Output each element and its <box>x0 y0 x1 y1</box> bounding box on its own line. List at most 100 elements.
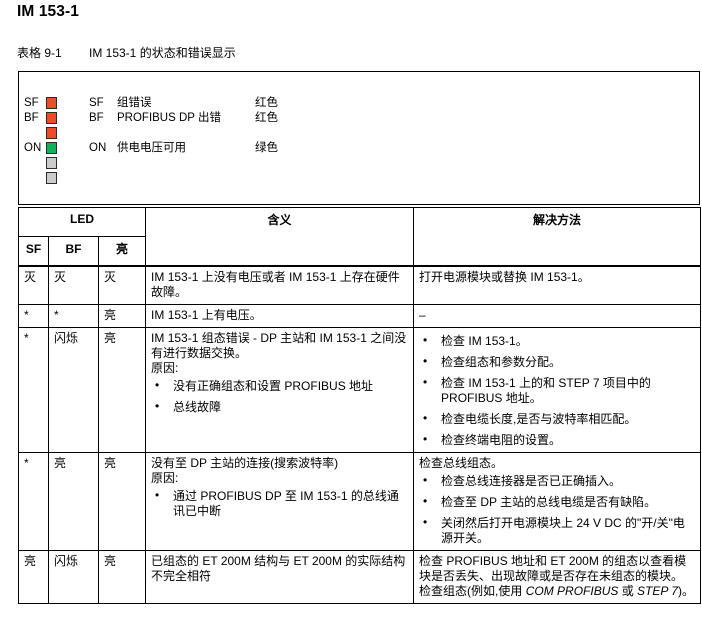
legend-entry-text: 组错误 <box>117 97 152 109</box>
remedy-bullet-list: 检查 IM 153-1。 检查组态和参数分配。 检查 IM 153-1 上的和 … <box>419 333 695 448</box>
header-bf: BF <box>48 236 99 267</box>
status-error-table: LED 含义 解决方法 SF BF 亮 灭 灭 灭 IM 153-1 上没有电压… <box>17 207 702 604</box>
meaning-cause-label: 原因: <box>151 471 179 485</box>
cell-meaning: IM 153-1 上有电压。 <box>145 304 415 328</box>
cell-sf: * <box>18 304 49 328</box>
led-indicator-blank-1 <box>46 157 57 169</box>
cell-remedy: – <box>413 304 702 328</box>
led-swatch-stack: SF BF ON <box>24 96 70 186</box>
list-item: 检查 IM 153-1 上的和 STEP 7 项目中的 PROFIBUS 地址。 <box>419 375 695 406</box>
remedy-suffix: )。 <box>677 584 694 598</box>
remedy-tool-com-profibus: COM PROFIBUS <box>525 584 619 598</box>
cell-meaning: IM 153-1 组态错误 - DP 主站和 IM 153-1 之间没有进行数据… <box>145 327 415 453</box>
led-indicator-on <box>46 142 57 154</box>
legend-entry-text: PROFIBUS DP 出错 <box>117 112 221 124</box>
table-row: 亮 闪烁 亮 已组态的 ET 200M 结构与 ET 200M 的实际结构不完全… <box>18 550 702 604</box>
legend-entry-color-name: 红色 <box>255 112 278 124</box>
meaning-cause-label: 原因: <box>151 361 179 375</box>
cell-remedy: 检查总线组态。 检查总线连接器是否已正确插入。 检查至 DP 主站的总线电缆是否… <box>413 452 702 551</box>
cell-on: 亮 <box>97 327 147 453</box>
cell-meaning: 没有至 DP 主站的连接(搜索波特率) 原因: 通过 PROFIBUS DP 至… <box>145 452 415 551</box>
legend-entry-color-name: 绿色 <box>255 142 278 154</box>
table-caption-text: IM 153-1 的状态和错误显示 <box>89 46 236 60</box>
cell-bf: 闪烁 <box>48 327 99 453</box>
cell-bf: * <box>48 304 99 328</box>
remedy-paragraph: 检查总线组态。 <box>419 456 504 470</box>
table-row: * * 亮 IM 153-1 上有电压。 – <box>18 304 702 328</box>
meaning-paragraph: 没有至 DP 主站的连接(搜索波特率) <box>151 456 339 470</box>
led-legend-panel: SF BF ON <box>18 71 700 205</box>
led-swatch-label: SF <box>24 97 39 109</box>
led-swatch-label: BF <box>24 112 39 124</box>
remedy-paragraph: 打开电源模块或替换 IM 153-1。 <box>419 270 590 284</box>
cell-remedy: 检查 IM 153-1。 检查组态和参数分配。 检查 IM 153-1 上的和 … <box>413 327 702 453</box>
remedy-prefix: 检查组态(例如,使用 <box>419 584 526 598</box>
led-swatch-row <box>24 156 70 171</box>
led-indicator-bf <box>46 112 57 124</box>
led-swatch-row <box>24 126 70 141</box>
list-item: 检查 IM 153-1。 <box>419 333 695 349</box>
list-item: 没有正确组态和设置 PROFIBUS 地址 <box>151 378 408 394</box>
cell-meaning: 已组态的 ET 200M 结构与 ET 200M 的实际结构不完全相符 <box>145 550 415 604</box>
cell-on: 亮 <box>97 550 147 604</box>
meaning-bullet-list: 没有正确组态和设置 PROFIBUS 地址 总线故障 <box>151 378 408 415</box>
list-item: 检查组态和参数分配。 <box>419 354 695 370</box>
cell-on: 亮 <box>97 304 147 328</box>
cell-on: 亮 <box>97 452 147 551</box>
led-indicator-red-3 <box>46 127 57 139</box>
cell-bf: 灭 <box>48 265 99 305</box>
table-row: * 亮 亮 没有至 DP 主站的连接(搜索波特率) 原因: 通过 PROFIBU… <box>18 452 702 551</box>
cell-sf: * <box>18 452 49 551</box>
table-row: 灭 灭 灭 IM 153-1 上没有电压或者 IM 153-1 上存在硬件故障。… <box>18 265 702 305</box>
led-swatch-row: BF <box>24 111 70 126</box>
remedy-tool-step7: STEP 7 <box>637 584 678 598</box>
legend-entry-text: 供电电压可用 <box>117 142 186 154</box>
header-on: 亮 <box>97 236 147 267</box>
meaning-paragraph: IM 153-1 上没有电压或者 IM 153-1 上存在硬件故障。 <box>151 270 400 299</box>
list-item: 检查至 DP 主站的总线电缆是否有缺陷。 <box>419 494 695 510</box>
cell-sf: 亮 <box>18 550 49 604</box>
cell-sf: * <box>18 327 49 453</box>
meaning-paragraph: 已组态的 ET 200M 结构与 ET 200M 的实际结构不完全相符 <box>151 554 406 583</box>
meaning-bullet-list: 通过 PROFIBUS DP 至 IM 153-1 的总线通讯已中断 <box>151 488 408 519</box>
legend-entry-abbr: ON <box>89 142 107 154</box>
cell-remedy: 检查 PROFIBUS 地址和 ET 200M 的组态以查看模块是否丢失、出现故… <box>413 550 702 604</box>
led-legend-cell: SF BF ON <box>18 71 700 205</box>
meaning-paragraph: IM 153-1 组态错误 - DP 主站和 IM 153-1 之间没有进行数据… <box>151 331 407 360</box>
cell-bf: 闪烁 <box>48 550 99 604</box>
list-item: 通过 PROFIBUS DP 至 IM 153-1 的总线通讯已中断 <box>151 488 408 519</box>
led-swatch-row: SF <box>24 96 70 111</box>
table-caption-number: 表格 9-1 <box>17 46 62 60</box>
led-swatch-row: ON <box>24 141 70 156</box>
remedy-paragraph-rich: 检查组态(例如,使用 COM PROFIBUS 或 STEP 7)。 <box>419 584 695 599</box>
remedy-paragraph: 检查 PROFIBUS 地址和 ET 200M 的组态以查看模块是否丢失、出现故… <box>419 554 687 583</box>
remedy-paragraph: – <box>419 308 426 322</box>
meaning-paragraph: IM 153-1 上有电压。 <box>151 308 262 322</box>
page-title: IM 153-1 <box>17 3 79 20</box>
remedy-bullet-list: 检查总线连接器是否已正确插入。 检查至 DP 主站的总线电缆是否有缺陷。 关闭然… <box>419 473 695 546</box>
led-swatch-label: ON <box>24 142 42 154</box>
list-item: 检查电缆长度,是否与波特率相匹配。 <box>419 411 695 427</box>
header-remedy: 解决方法 <box>413 207 702 267</box>
header-meaning: 含义 <box>145 207 415 267</box>
led-indicator-sf <box>46 97 57 109</box>
led-indicator-blank-2 <box>46 172 57 184</box>
table-caption: 表格 9-1 IM 153-1 的状态和错误显示 <box>17 44 236 61</box>
header-led-group: LED <box>17 207 147 237</box>
legend-entry-color-name: 红色 <box>255 97 278 109</box>
list-item: 关闭然后打开电源模块上 24 V DC 的"开/关"电源开关。 <box>419 515 695 546</box>
remedy-middle: 或 <box>618 584 638 598</box>
cell-sf: 灭 <box>18 265 49 305</box>
header-sf: SF <box>18 236 49 267</box>
cell-remedy: 打开电源模块或替换 IM 153-1。 <box>413 265 702 305</box>
cell-meaning: IM 153-1 上没有电压或者 IM 153-1 上存在硬件故障。 <box>145 265 415 305</box>
cell-on: 灭 <box>97 265 147 305</box>
list-item: 总线故障 <box>151 399 408 415</box>
table-row: * 闪烁 亮 IM 153-1 组态错误 - DP 主站和 IM 153-1 之… <box>18 327 702 453</box>
list-item: 检查终端电阻的设置。 <box>419 432 695 448</box>
table-header-row-group: LED 含义 解决方法 <box>17 207 702 267</box>
legend-entry-abbr: SF <box>89 97 104 109</box>
legend-entry-abbr: BF <box>89 112 104 124</box>
led-swatch-row <box>24 171 70 186</box>
